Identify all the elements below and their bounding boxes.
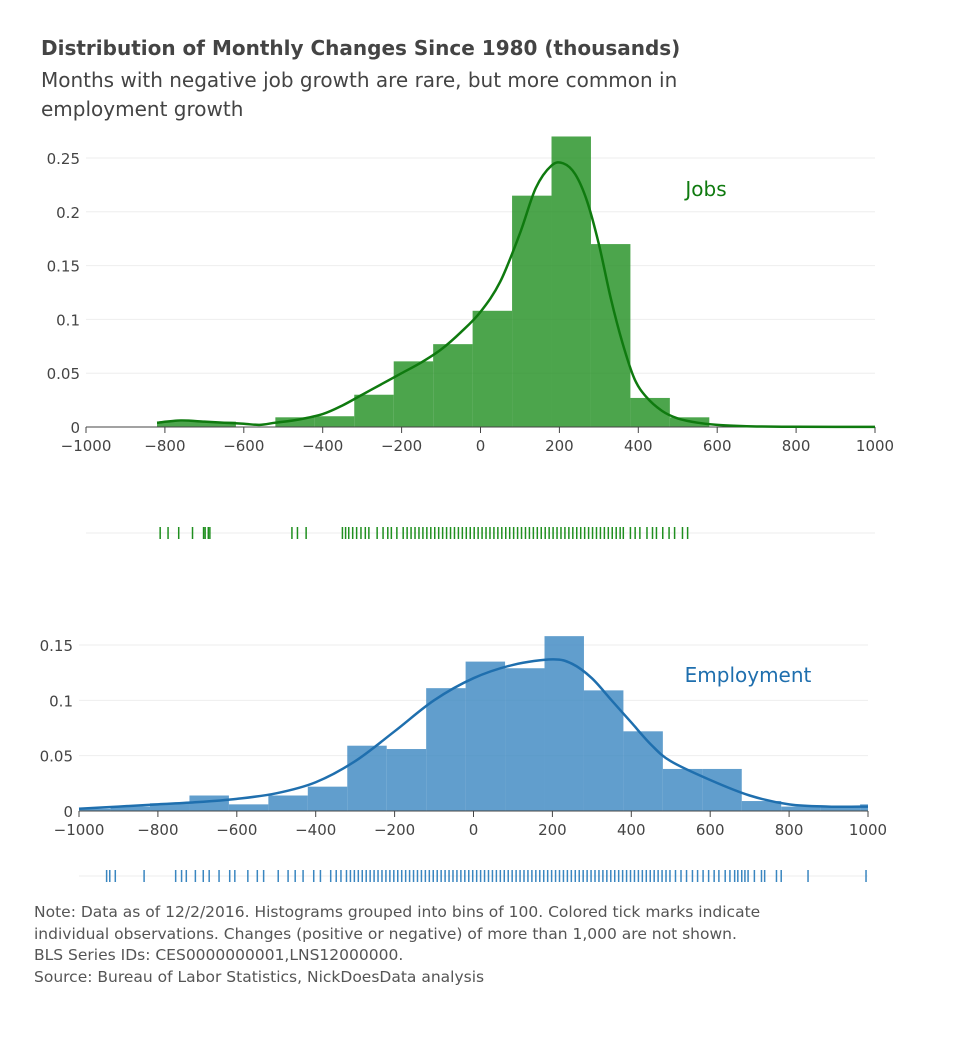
jobs-histogram-panel: 0 0.05 0.1 0.15 0.2 0.25 −1000 −800 −600 −400 −200… xyxy=(47,136,894,455)
y-tick-label: 0.15 xyxy=(47,258,80,276)
chart-notes: Note: Data as of 12/2/2016. Histograms g… xyxy=(34,902,934,988)
employment-histogram-panel: 0 0.05 0.1 0.15 −1000 −800 −600 −400 −200 0 200 400… xyxy=(40,636,887,839)
note-line: Note: Data as of 12/2/2016. Histograms g… xyxy=(34,903,761,921)
histogram-bar xyxy=(583,690,624,811)
histogram-bar xyxy=(512,195,552,427)
charts-canvas: 0 0.05 0.1 0.15 0.2 0.25 −1000 −800 −600 −400 −200… xyxy=(40,136,894,882)
x-tick-label: −400 xyxy=(302,437,343,455)
histogram-bar xyxy=(820,806,861,811)
note-line: Source: Bureau of Labor Statistics, Nick… xyxy=(34,967,485,986)
y-tick-label: 0 xyxy=(63,803,73,821)
histogram-bar xyxy=(268,795,308,811)
x-tick-label: 400 xyxy=(624,437,653,455)
x-tick-label: 800 xyxy=(775,821,804,839)
x-tick-label: 200 xyxy=(545,437,574,455)
jobs-density-curve xyxy=(156,161,876,429)
histogram-bar xyxy=(150,803,190,811)
x-tick-label: 0 xyxy=(476,437,486,455)
histogram-bar xyxy=(347,745,387,811)
histogram-bar xyxy=(433,344,473,427)
employment-rug-plot xyxy=(79,870,868,882)
y-tick-label: 0.2 xyxy=(56,204,80,222)
histogram-bar xyxy=(781,806,821,811)
y-tick-label: 0.15 xyxy=(40,637,73,655)
x-tick-label: −600 xyxy=(223,437,264,455)
histogram-bar xyxy=(354,394,394,427)
histogram-bar xyxy=(505,668,545,811)
x-tick-label: 400 xyxy=(617,821,646,839)
chart-subtitle: Months with negative job growth are rare… xyxy=(41,68,678,121)
note-line: BLS Series IDs: CES0000000001,LNS1200000… xyxy=(34,946,404,964)
y-tick-label: 0.25 xyxy=(47,150,80,168)
x-tick-label: 800 xyxy=(782,437,811,455)
note-line: individual observations. Changes (positi… xyxy=(34,924,737,943)
histogram-bar xyxy=(228,804,269,811)
x-tick-label: −1000 xyxy=(61,437,112,455)
histogram-bar xyxy=(544,636,584,811)
histogram-bar xyxy=(590,244,631,427)
x-tick-label: −600 xyxy=(216,821,257,839)
histogram-bar xyxy=(157,421,236,427)
histogram-bar xyxy=(386,749,427,811)
x-tick-label: −800 xyxy=(144,437,185,455)
x-tick-label: 200 xyxy=(538,821,567,839)
histogram-bar xyxy=(110,806,151,811)
y-tick-label: 0.05 xyxy=(40,748,73,766)
x-tick-label: −400 xyxy=(295,821,336,839)
x-tick-label: 1000 xyxy=(856,437,894,455)
employment-density-curve xyxy=(78,658,869,811)
histogram-bar xyxy=(465,661,506,811)
x-tick-label: −200 xyxy=(381,437,422,455)
employment-series-label: Employment xyxy=(685,663,812,687)
y-tick-label: 0.1 xyxy=(56,311,80,329)
jobs-rug-plot xyxy=(86,527,875,539)
y-tick-label: 0 xyxy=(70,419,80,437)
x-tick-label: 600 xyxy=(696,821,725,839)
x-tick-label: −800 xyxy=(137,821,178,839)
histogram-bar xyxy=(314,416,355,427)
histogram-bar xyxy=(307,786,348,811)
x-tick-label: −1000 xyxy=(54,821,105,839)
y-tick-label: 0.1 xyxy=(49,692,73,710)
histogram-bar xyxy=(275,417,315,427)
histogram-bar xyxy=(393,361,434,427)
histogram-bar xyxy=(623,731,663,811)
histogram-bar xyxy=(662,768,703,811)
histogram-bar xyxy=(472,310,513,427)
x-tick-label: 0 xyxy=(469,821,479,839)
histogram-bar xyxy=(741,801,782,811)
x-tick-label: 600 xyxy=(703,437,732,455)
y-tick-label: 0.05 xyxy=(47,365,80,383)
x-tick-label: 1000 xyxy=(849,821,887,839)
histogram-bar xyxy=(426,688,466,811)
jobs-series-label: Jobs xyxy=(683,177,726,201)
chart-title: Distribution of Monthly Changes Since 19… xyxy=(41,36,681,60)
histogram-bar xyxy=(551,136,591,428)
x-tick-label: −200 xyxy=(374,821,415,839)
histogram-bar xyxy=(79,808,111,811)
